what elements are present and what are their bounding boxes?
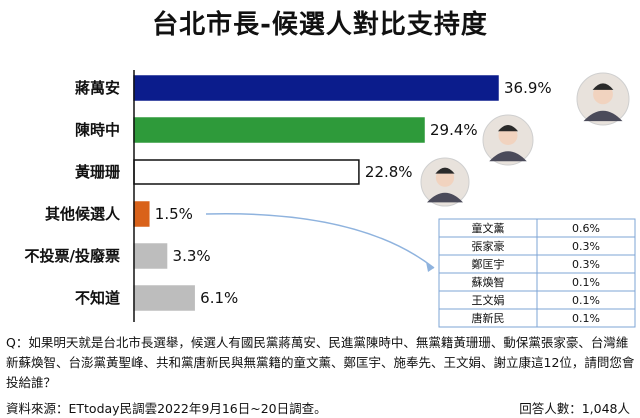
other-candidate-name: 張家豪	[472, 239, 505, 253]
bars-layer: 蔣萬安 36.9% 陳時中 29.4% 黃珊珊 22.8% 其他候選人 1.5% 不投票/投廢票…	[25, 75, 552, 311]
candidate-photo-icon	[576, 72, 630, 126]
value-label: 36.9%	[504, 79, 552, 97]
bar	[133, 243, 168, 269]
other-candidate-value: 0.6%	[572, 222, 600, 235]
connector-line	[205, 212, 435, 269]
data-source-note: 資料來源：ETtoday民調雲2022年9月16日~20日調查。	[6, 401, 327, 416]
other-candidate-name: 唐新民	[472, 311, 505, 325]
value-label: 3.3%	[173, 247, 211, 265]
survey-question: Q：如果明天就是台北市長選舉，候選人有國民黨蔣萬安、民進黨陳時中、無黨籍黃珊珊、…	[6, 335, 635, 390]
value-label: 1.5%	[155, 205, 193, 223]
other-candidate-name: 蘇煥智	[472, 275, 505, 289]
other-candidate-value: 0.3%	[572, 258, 600, 271]
category-label: 其他候選人	[45, 205, 121, 223]
photos-layer	[420, 72, 630, 207]
category-label: 不投票/投廢票	[25, 247, 120, 265]
other-candidates-table: 童文薰 0.6% 張家豪 0.3% 鄭匡宇 0.3% 蘇煥智 0.1% 王文娟 0.1% 唐新民 0.…	[205, 212, 636, 328]
bar	[133, 201, 150, 227]
chart-title: 台北市長-候選人對比支持度	[152, 10, 488, 40]
other-candidate-name: 王文娟	[472, 293, 505, 307]
bar	[133, 159, 360, 185]
category-label: 蔣萬安	[75, 79, 120, 97]
respondent-count: 回答人數：1,048人	[519, 401, 630, 416]
other-candidate-name: 童文薰	[472, 221, 505, 235]
other-candidate-value: 0.1%	[572, 294, 600, 307]
other-candidate-value: 0.3%	[572, 240, 600, 253]
arrow-head-icon	[426, 262, 434, 272]
other-candidate-name: 鄭匡宇	[472, 257, 505, 271]
bar-chart: 蔣萬安 36.9% 陳時中 29.4% 黃珊珊 22.8% 其他候選人 1.5% 不投票/投廢票…	[25, 70, 636, 328]
bar	[133, 285, 195, 311]
category-label: 陳時中	[75, 121, 120, 139]
value-label: 29.4%	[430, 121, 478, 139]
category-label: 黃珊珊	[75, 163, 120, 181]
bar	[133, 75, 499, 101]
other-candidate-value: 0.1%	[572, 312, 600, 325]
value-label: 22.8%	[365, 163, 413, 181]
category-label: 不知道	[75, 289, 120, 307]
bar	[133, 117, 425, 143]
value-label: 6.1%	[200, 289, 238, 307]
other-candidate-value: 0.1%	[572, 276, 600, 289]
candidate-photo-icon	[482, 114, 534, 166]
candidate-photo-icon	[420, 157, 470, 207]
